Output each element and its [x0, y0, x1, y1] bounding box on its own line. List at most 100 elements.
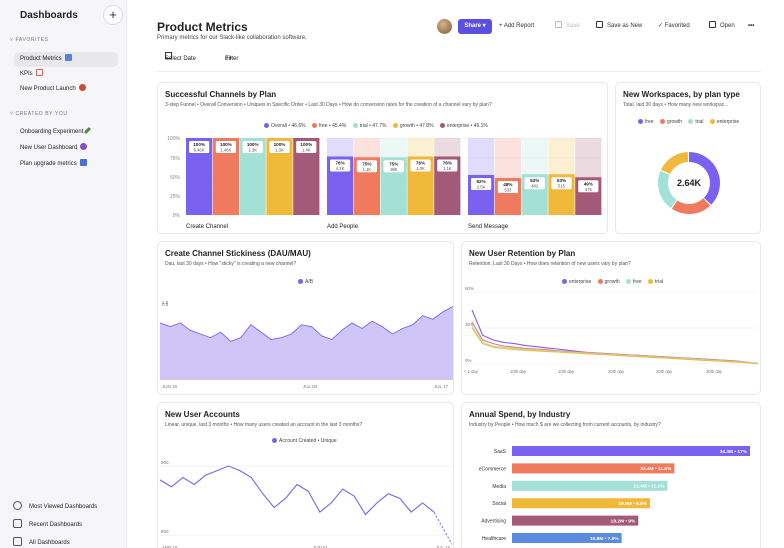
open-button[interactable]: Open [709, 19, 735, 34]
spend-bar-value: 34.3M • 17% [720, 449, 748, 455]
legend-enterprise: enterprise • 46.1% [439, 123, 488, 129]
legend-growth: growth • 47.8% [392, 123, 434, 129]
retention-x-tick: 30th day [706, 369, 723, 374]
funnel-y-tick: 50% [170, 175, 181, 181]
sidebar-item-product-metrics[interactable]: Product Metrics [14, 52, 118, 67]
donut-slice-growth [660, 152, 689, 175]
sidebar-item-onboarding-experiment[interactable]: Onboarding Experiment [14, 125, 118, 140]
stickiness-area [160, 306, 453, 380]
funnel-bar-pct: 100% [300, 142, 312, 147]
legend-free: free [638, 119, 654, 125]
stickiness-y-tick: 1.0 [162, 300, 169, 305]
funnel-bar-count: 533 [504, 188, 512, 193]
sidebar-title: Dashboards [20, 10, 78, 21]
save-as-new-button[interactable]: Save as New [596, 19, 642, 34]
sidebar-item-plan-upgrade-metrics[interactable]: Plan upgrade metrics [14, 157, 118, 172]
funnel-bar-label-bg [296, 141, 317, 153]
funnel-bar-label-bg [215, 141, 236, 153]
retention-line-growth [471, 321, 759, 364]
spend-bar [512, 463, 675, 474]
globe-emoji-icon [80, 143, 88, 150]
smile-icon [13, 501, 22, 510]
save-button[interactable]: Save [555, 19, 580, 34]
spend-bar [512, 480, 668, 491]
funnel-dropoff-bar [521, 138, 548, 175]
accounts-card[interactable]: New User Accounts Linear, unique, last 3… [157, 402, 454, 548]
accounts-x-tick: JUL 15 [436, 545, 451, 548]
funnel-bar-count: 4.2K [336, 166, 345, 171]
retention-y-tick: 0% [465, 358, 472, 363]
funnel-bar-pct: 53% [557, 178, 566, 183]
accounts-x-tick: JUN 01 [313, 545, 329, 548]
funnel-bar-pct: 52% [476, 179, 485, 184]
funnel-bar-label-bg [437, 159, 458, 172]
save-icon [555, 21, 562, 28]
sidebar-item-new-user-dashboard[interactable]: New User Dashboard [14, 141, 118, 156]
retention-x-tick: 10th day [558, 369, 575, 374]
retention-x-tick: 20th day [608, 369, 625, 374]
page-subtitle: Primary metrics for our Slack-like colla… [157, 35, 307, 41]
pencil-emoji-icon [84, 126, 92, 135]
retention-subtitle: Retention, Last 30 Days • How does reten… [469, 261, 631, 267]
spend-title: Annual Spend, by Industry [469, 410, 571, 419]
funnel-bar-count: 5.46K [194, 148, 205, 153]
retention-card[interactable]: New User Retention by Plan Retention, La… [461, 241, 761, 395]
rocket-emoji-icon [78, 84, 86, 91]
funnel-bar-label-bg [356, 160, 377, 173]
funnel-step-label: Add People [327, 224, 359, 230]
sidebar-item-kpis[interactable]: KPIs [14, 67, 118, 82]
workspaces-subtitle: Total, last 30 days • How many new works… [623, 102, 729, 108]
funnel-bar-pct: 76% [443, 160, 452, 165]
legend-trial: trial [648, 279, 663, 285]
favorited-button[interactable]: ✓ Favorited [658, 23, 690, 29]
stickiness-x-tick: JUL 03 [303, 384, 318, 389]
funnel-bar-count: 2.5K [477, 184, 486, 189]
funnel-y-tick: 100% [167, 136, 180, 142]
funnel-bar-label-bg [471, 177, 492, 190]
avatar[interactable] [437, 19, 452, 34]
spend-card[interactable]: Annual Spend, by Industry Industry by Pe… [461, 402, 761, 548]
plus-icon[interactable]: + [103, 5, 123, 25]
legend-overall: Overall • 46.6% [264, 123, 306, 129]
sidebar-all[interactable]: All Dashboards [13, 536, 70, 548]
sidebar-most-viewed[interactable]: Most Viewed Dashboards [13, 500, 97, 514]
funnel-y-tick: 25% [170, 194, 181, 200]
funnel-bar-pct: 76% [335, 160, 344, 165]
share-button[interactable]: Share ▾ [458, 19, 492, 34]
funnel-step-label: Create Channel [186, 224, 228, 230]
spend-row-label: eCommerce [479, 466, 506, 472]
funnel-bar-label-bg [189, 141, 210, 153]
funnel-bar-label-bg [410, 159, 431, 172]
stickiness-card[interactable]: Create Channel Stickiness (DAU/MAU) Dau,… [157, 241, 454, 395]
retention-x-tick: < 1 day [464, 369, 479, 374]
retention-line-trial [471, 327, 759, 365]
funnel-dropoff-bar [380, 138, 407, 158]
spend-bar-value: 15.8M • 7.9% [590, 536, 619, 542]
funnel-card[interactable]: Successful Channels by Plan 3-step Funne… [157, 82, 608, 234]
ellipsis-icon[interactable]: ••• [748, 23, 755, 29]
retention-title: New User Retention by Plan [469, 249, 576, 258]
sidebar-recent[interactable]: Recent Dashboards [13, 518, 82, 532]
funnel-step-label: Send Message [468, 224, 509, 230]
legend-trial: trial [688, 119, 703, 125]
sidebar-item-new-product-launch[interactable]: New Product Launch [14, 82, 118, 97]
spend-subtitle: Industry by People • How much $ are we c… [469, 422, 661, 428]
accounts-chart: 900 600 APR 18 JUN 01 JUL 15 [159, 460, 453, 548]
check-icon: ✓ [658, 23, 665, 29]
accounts-y-tick: 900 [161, 460, 169, 465]
retention-x-tick: 10th day [510, 369, 527, 374]
filter-icon: ≡+ [225, 56, 233, 62]
spend-row-label: SaaS [494, 449, 507, 455]
funnel-bar-count: 985 [390, 167, 398, 172]
funnel-bar-label-bg [497, 181, 518, 194]
funnel-bar-pct: 100% [220, 142, 232, 147]
funnel-dropoff-bar [575, 138, 602, 178]
legend-enterprise: enterprise [562, 279, 591, 285]
spend-row-label: Healthcare [482, 536, 506, 542]
retention-line-free [471, 325, 759, 364]
legend-enterprise: enterprise [709, 119, 739, 125]
funnel-y-tick: 75% [170, 156, 181, 162]
workspaces-card[interactable]: New Workspaces, by plan type Total, last… [615, 82, 761, 234]
spend-row-label: Advertising [481, 519, 506, 525]
add-report-button[interactable]: + Add Report [499, 23, 535, 29]
